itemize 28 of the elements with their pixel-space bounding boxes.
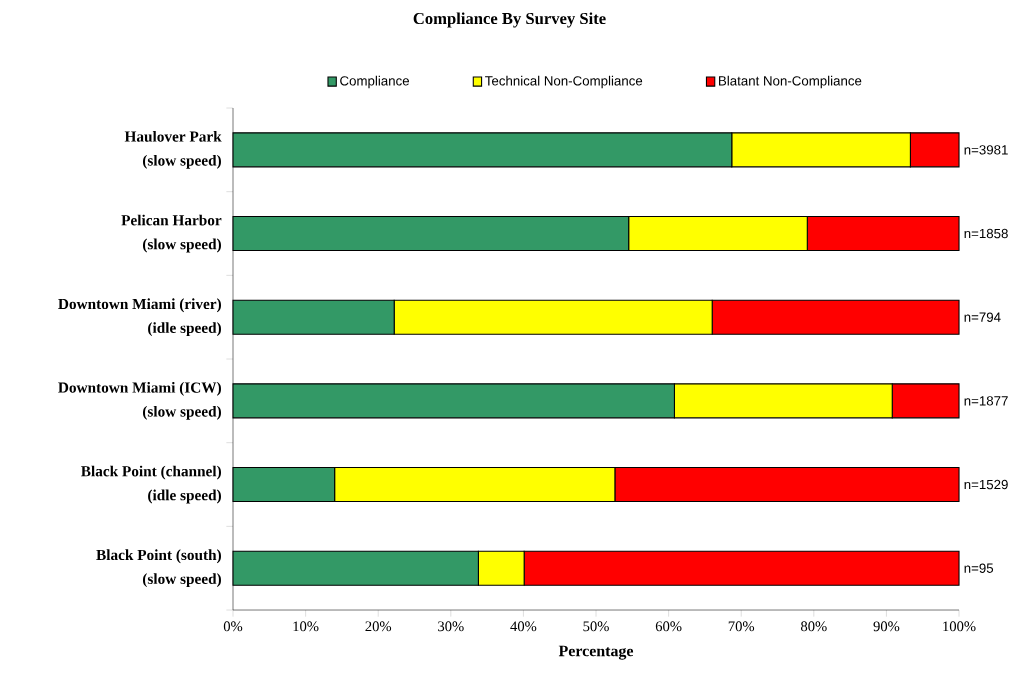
x-tick-label: 60% [655, 621, 682, 632]
x-tick-label: 20% [365, 621, 392, 632]
text: n=1858 [964, 228, 1008, 239]
y-tick-label: Downtown Miami (ICW) (slow speed) [58, 381, 221, 420]
x-tick-label: 40% [510, 621, 537, 632]
chart-title: Compliance By Survey Site [413, 12, 606, 28]
x-tick-label: 90% [873, 621, 900, 632]
text: n=3981 [964, 145, 1008, 155]
x-tick-label: 10% [293, 621, 319, 632]
y-tick-label: Downtown Miami (river) (idle speed) [58, 298, 222, 337]
x-tick-label: 0% [223, 621, 243, 632]
text: n=1529 [964, 479, 1008, 490]
text: n=1877 [964, 396, 1008, 406]
y-tick-label: Black Point (channel) (idle speed) [81, 465, 222, 504]
x-tick-label: 30% [438, 621, 464, 632]
y-tick-label: Black Point (south) (slow speed) [96, 549, 221, 588]
legend-label: Compliance [340, 75, 410, 89]
x-tick-label: 70% [728, 621, 755, 632]
legend-label: Technical Non-Compliance [485, 75, 643, 89]
text: n=794 [964, 312, 1001, 322]
y-tick-label: Haulover Park (slow speed) [124, 130, 222, 169]
legend-label: Blatant Non-Compliance [719, 75, 862, 89]
x-tick-label: 80% [800, 621, 827, 632]
x-axis-title: Percentage [558, 645, 634, 660]
x-tick-label: 100% [943, 621, 976, 632]
y-tick-label: Pelican Harbor (slow speed) [121, 214, 222, 253]
text: n=95 [964, 563, 994, 573]
x-tick-label: 50% [583, 621, 609, 632]
